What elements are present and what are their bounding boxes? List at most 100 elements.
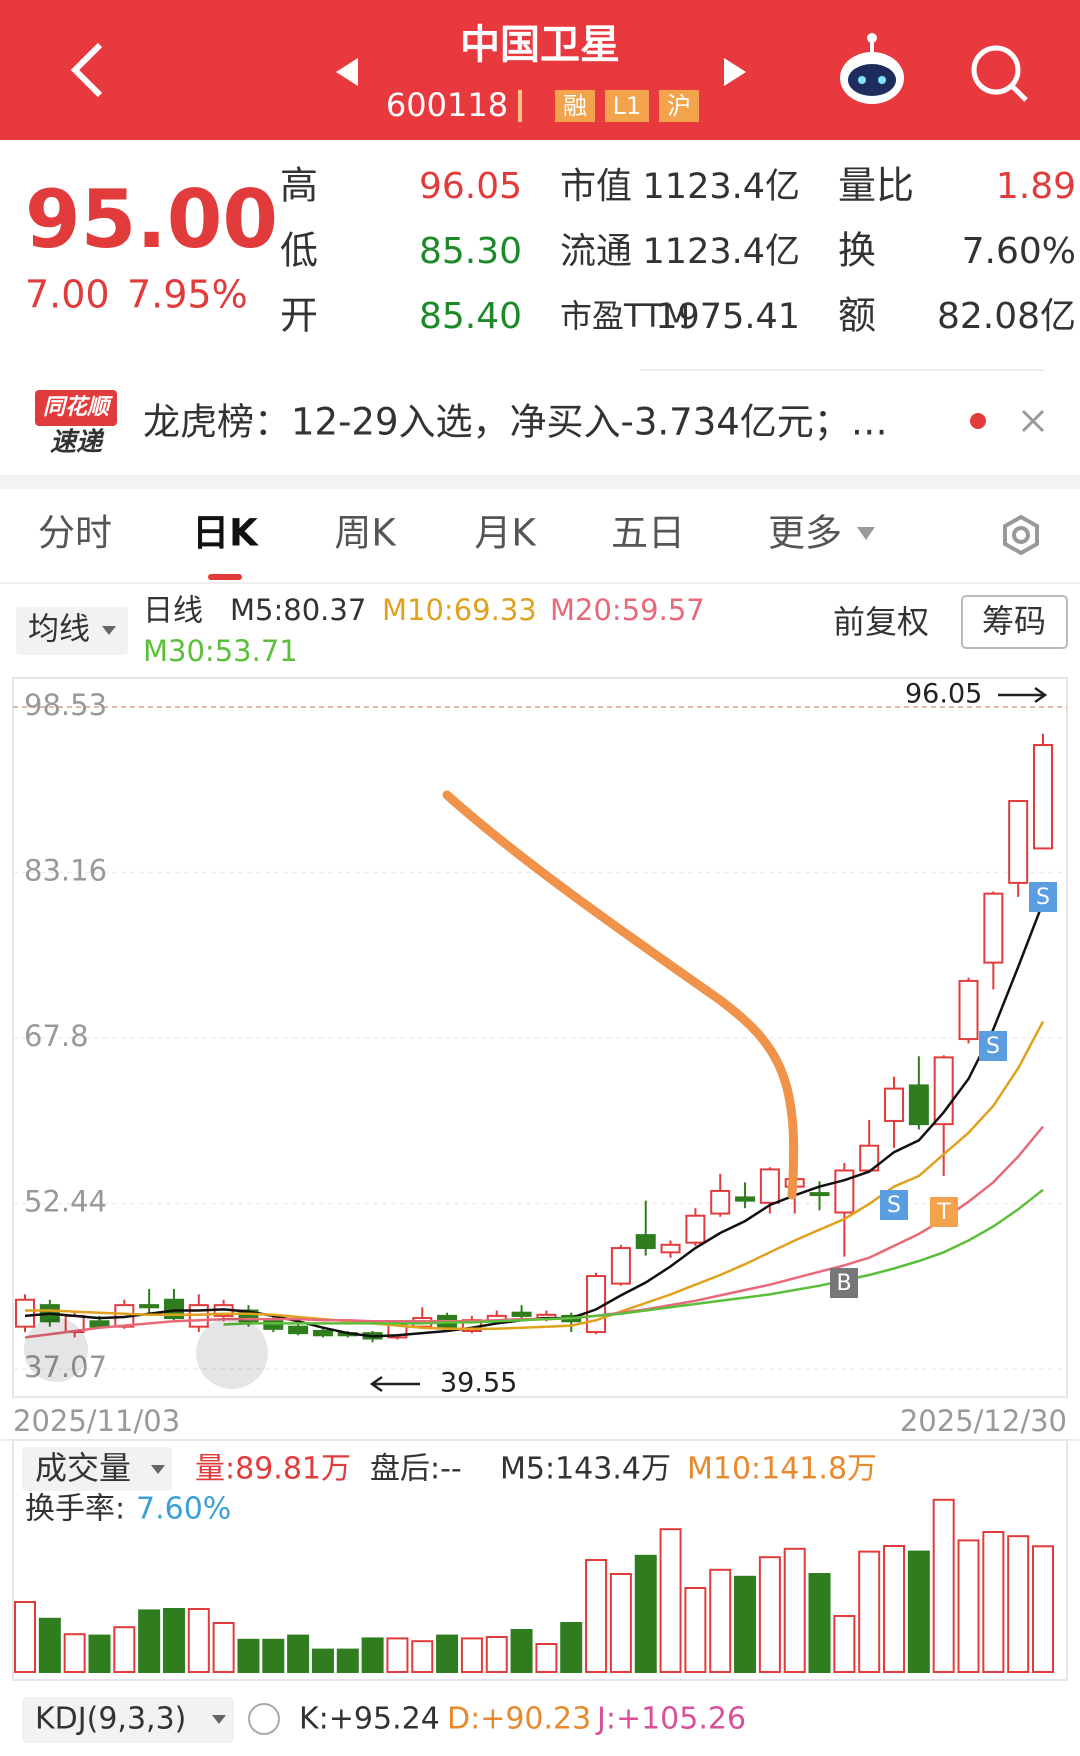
stock-code: 600118 [386,86,508,124]
tab[interactable]: 月K [474,512,537,555]
volume-bar [634,1554,657,1674]
stat-value: 1123.4亿 [643,167,800,207]
stat-label: 开 [280,294,318,338]
tab[interactable]: 周K [334,512,397,555]
candle-body [884,1087,905,1122]
svg-text:S: S [1036,885,1050,910]
volume-bar [659,1528,682,1673]
stat-value: 1.89 [996,166,1076,207]
kdj-k: K:+95.24 [299,1702,440,1737]
volume-bar [808,1573,831,1673]
volume-select-label: 成交量 [35,1449,131,1487]
logo-text: 速递 [50,428,105,458]
robot-icon[interactable] [840,33,904,104]
stat-value: 96.05 [419,166,522,207]
volume-bar [783,1547,806,1674]
volume-bar [957,1539,980,1674]
tag: 融 [563,92,587,120]
dropdown-arrow [151,1465,165,1474]
news-text[interactable]: 龙虎榜：12-29入选，净买入-3.734亿元；… [143,401,888,444]
stat-label: 量比 [838,164,914,208]
tab[interactable]: 日K [192,512,259,555]
volume-bar [386,1637,409,1674]
candle-body [1033,744,1053,850]
volume-bar [609,1573,632,1673]
search-icon[interactable] [971,45,1028,102]
stat-value: 1123.4亿 [643,232,800,272]
candle-body [809,1192,830,1197]
volume-bar [734,1575,757,1674]
volume-bar [63,1633,86,1673]
after-hours: 盘后:-- [370,1452,462,1487]
volume-bar [585,1559,608,1673]
legend-m30: M30:53.71 [143,634,298,668]
help-icon[interactable] [248,1703,280,1735]
candle-body [710,1189,731,1215]
stat-value: 85.30 [419,231,522,272]
prev-stock[interactable] [336,58,358,86]
volume-bar [113,1626,136,1673]
trade-markers: S S S T B [830,882,1057,1298]
chips-button[interactable] [961,595,1068,649]
volume-bar [138,1609,161,1674]
chips-button-label: 筹码 [982,602,1046,640]
candle-body [586,1275,607,1334]
volume-bar [262,1638,285,1674]
volume-bar [237,1638,260,1674]
tab[interactable]: 更多 [768,512,842,555]
hand-drawn-annotation [442,790,799,1200]
candle-body [15,1298,35,1328]
candle-body [288,1325,309,1335]
settings-icon [1012,526,1030,544]
expand-button[interactable] [24,1318,88,1382]
volume-select[interactable] [22,1447,172,1491]
adjust-toggle[interactable]: 前复权 [833,603,929,641]
svg-text:S: S [986,1034,1000,1059]
volume-bar [14,1601,36,1673]
stat-label: 换 [838,229,876,273]
kdj-select[interactable] [22,1697,234,1743]
tag-bg [605,90,649,122]
logo-bg [35,390,117,426]
low-label: 39.55 [440,1368,517,1399]
volume-bar [560,1622,583,1673]
candle-body [1008,800,1029,884]
tab[interactable]: 五日 [611,512,685,555]
kdj-d: D:+90.23 [447,1702,591,1737]
tag-bg [659,90,699,122]
back-button[interactable] [70,42,103,98]
volume-bar [1032,1545,1054,1673]
svg-text:S: S [887,1193,901,1218]
volume-bar [162,1608,185,1673]
next-stock[interactable] [724,58,746,86]
volume-bar [212,1622,235,1673]
divider [518,90,522,122]
candle-body [908,1084,929,1126]
last-price: 95.00 [25,173,278,266]
y-tick-label: 83.16 [24,854,107,888]
stat-label: 市值 [560,166,632,207]
low-arrow [369,1375,420,1393]
candle-body [635,1234,656,1250]
indicator-select[interactable] [16,607,128,655]
fullscreen-button[interactable] [196,1317,268,1389]
y-tick-label: 52.44 [24,1184,107,1218]
settings-icon[interactable] [1003,514,1039,556]
header-bar [0,0,1080,140]
price-change-pct: 7.95% [127,273,248,317]
candle-body [958,979,979,1041]
close-button[interactable] [1021,409,1045,433]
high-arrow [998,686,1048,704]
ma-line [223,1188,1044,1326]
volume-bar [287,1634,310,1673]
y-tick-label: 67.8 [24,1019,89,1053]
tag: L1 [613,92,642,120]
volume-bar [1007,1535,1030,1673]
dropdown-arrow [102,626,116,635]
svg-text:B: B [836,1271,851,1296]
stat-value: 82.08亿 [937,296,1076,337]
tab[interactable]: 分时 [38,512,112,555]
volume-bar [460,1637,483,1674]
volume-bar [38,1617,61,1674]
